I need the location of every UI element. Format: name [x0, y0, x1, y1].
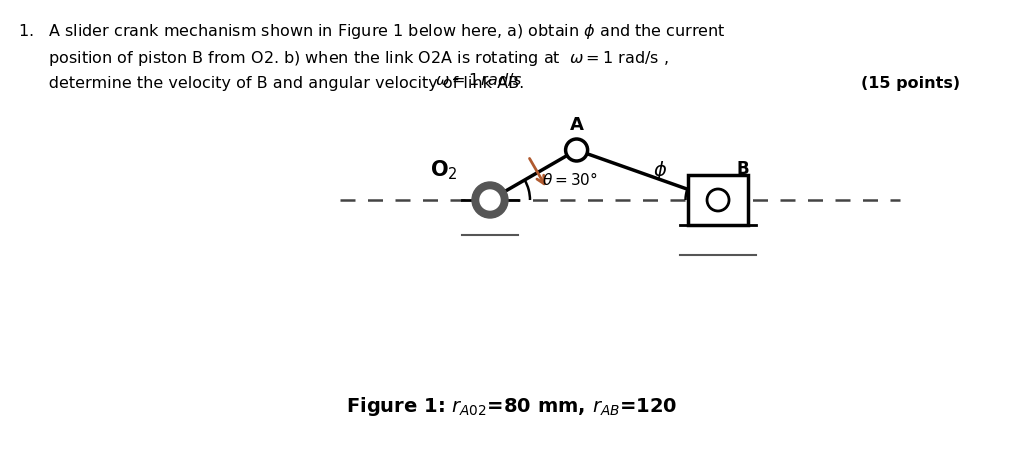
Text: A: A [569, 116, 584, 134]
Text: O$_2$: O$_2$ [430, 158, 458, 182]
Text: Figure 1: $r_{A02}$=80 mm, $r_{AB}$=120: Figure 1: $r_{A02}$=80 mm, $r_{AB}$=120 [346, 395, 678, 418]
Text: $\phi$: $\phi$ [653, 159, 668, 182]
Text: $\theta = 30°$: $\theta = 30°$ [542, 171, 598, 188]
Text: (15 points): (15 points) [861, 76, 961, 91]
Bar [688, 175, 748, 225]
Text: B: B [736, 160, 749, 178]
Circle shape [480, 190, 500, 210]
Circle shape [472, 182, 508, 218]
Circle shape [565, 139, 588, 161]
Text: determine the velocity of B and angular velocity of link AB.: determine the velocity of B and angular … [18, 76, 524, 91]
Bar [680, 225, 756, 255]
Text: $\omega = 1\,rad/s$: $\omega = 1\,rad/s$ [435, 71, 522, 88]
Circle shape [707, 189, 729, 211]
Bar [462, 200, 518, 235]
Text: position of piston B from O2. b) when the link O2A is rotating at  $\omega = 1$ : position of piston B from O2. b) when th… [18, 49, 669, 68]
Text: 1.   A slider crank mechanism shown in Figure 1 below here, a) obtain $\phi$ and: 1. A slider crank mechanism shown in Fig… [18, 22, 726, 41]
